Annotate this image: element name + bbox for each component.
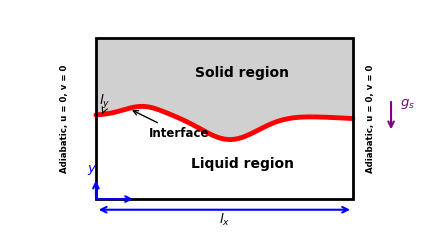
Text: $g_s$: $g_s$ — [400, 97, 415, 111]
Text: Adiabatic, u = 0, v = 0: Adiabatic, u = 0, v = 0 — [366, 64, 375, 173]
Text: Solid region: Solid region — [195, 67, 289, 80]
Text: Interface: Interface — [133, 111, 209, 140]
Text: $l_x$: $l_x$ — [219, 212, 230, 228]
Text: Liquid region: Liquid region — [191, 157, 294, 171]
Bar — [96, 38, 353, 199]
Polygon shape — [96, 38, 353, 140]
Text: $y$: $y$ — [86, 163, 97, 177]
Text: $l_y$: $l_y$ — [99, 93, 111, 111]
Text: Adiabatic, u = 0, v = 0: Adiabatic, u = 0, v = 0 — [60, 64, 69, 173]
Polygon shape — [96, 106, 353, 199]
